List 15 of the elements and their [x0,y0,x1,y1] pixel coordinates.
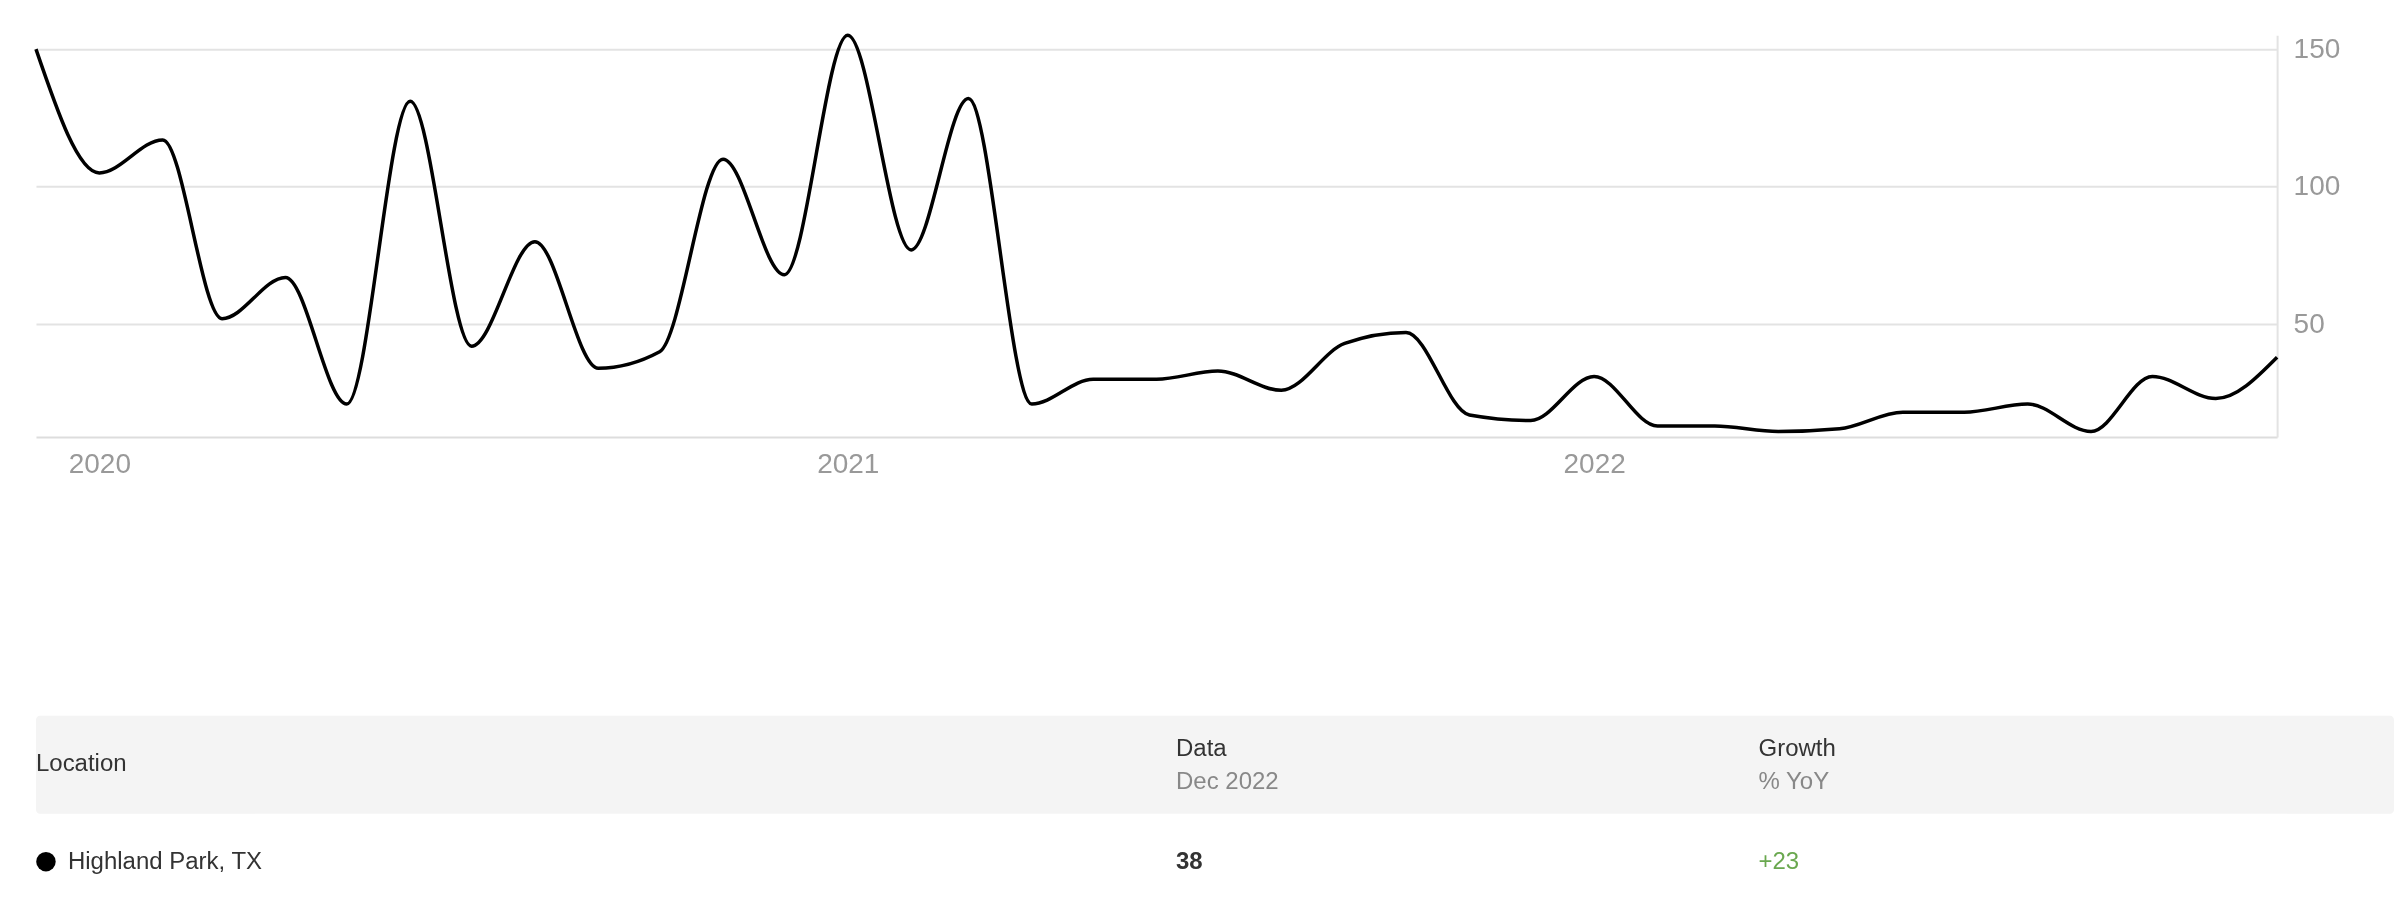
text: Dec 2022 [1176,766,1279,794]
legend-label: Highland Park, TX [67,846,263,874]
x-tick-label: 2020 [68,448,131,480]
y-tick-label: 50 [2293,307,2325,339]
text: % YoY [1758,766,1830,794]
x-tick-label: 2022 [1563,448,1626,480]
text: Location [35,748,127,776]
text: 38 [1176,846,1203,874]
text: +23 [1758,846,1800,874]
text: Growth [1758,733,1836,761]
y-tick-label: 100 [2293,170,2341,202]
text: Data [1176,733,1228,761]
line-series [34,33,2279,434]
y-tick-label: 150 [2293,32,2341,64]
x-tick-label: 2021 [817,448,880,480]
